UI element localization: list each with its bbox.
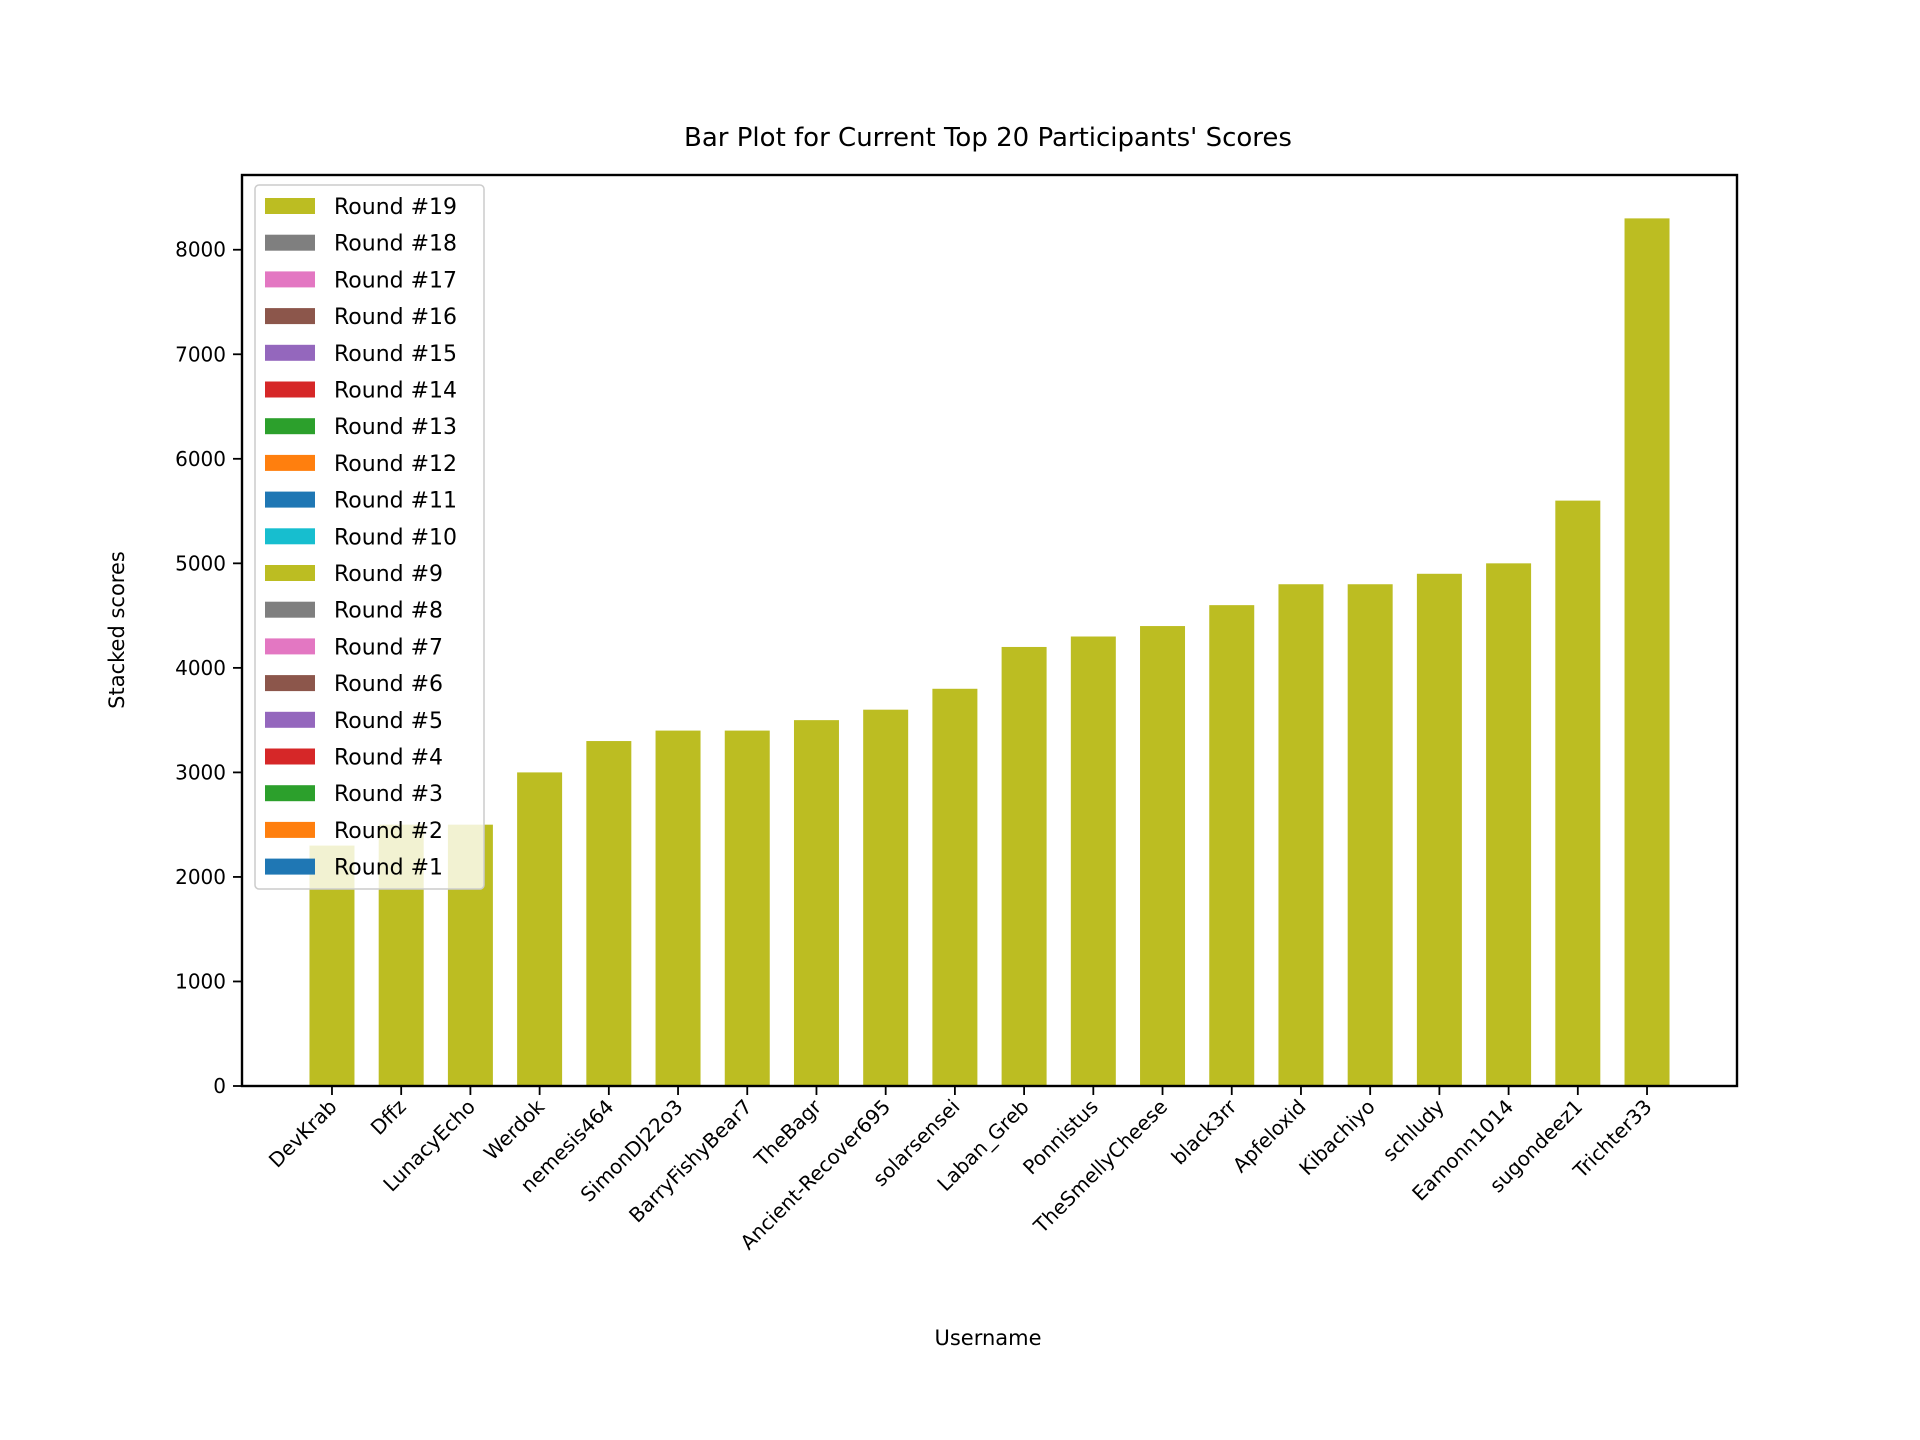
- bar: [1001, 646, 1047, 1086]
- legend-label: Round #4: [334, 746, 443, 771]
- legend-label: Round #1: [334, 856, 443, 881]
- legend-swatch: [265, 381, 315, 398]
- legend-label: Round #15: [334, 342, 457, 367]
- y-tick-label: 5000: [175, 551, 226, 575]
- y-tick-label: 6000: [175, 447, 226, 471]
- legend-label: Round #17: [334, 268, 457, 293]
- bar: [1555, 500, 1601, 1086]
- legend-swatch: [265, 454, 315, 471]
- legend-swatch: [265, 491, 315, 508]
- plot-frame: [240, 173, 1739, 1088]
- legend-label: Round #19: [334, 195, 457, 220]
- bar: [655, 730, 701, 1086]
- bar: [1278, 584, 1324, 1086]
- legend-swatch: [265, 344, 315, 361]
- legend-label: Round #2: [334, 819, 443, 844]
- y-tick-label: 4000: [175, 656, 226, 680]
- legend-label: Round #5: [334, 709, 443, 734]
- legend-swatch: [265, 308, 315, 325]
- legend: Round #19 Round #18 Round #17 Round #16 Roun…: [254, 184, 485, 890]
- bar: [1070, 636, 1116, 1086]
- bar: [1416, 573, 1462, 1086]
- y-tick-label: 2000: [175, 865, 226, 889]
- legend-swatch: [265, 601, 315, 618]
- x-tick-label: Werdok: [479, 1094, 550, 1165]
- x-tick-label: schludy: [1378, 1094, 1449, 1165]
- y-tick-label: 8000: [175, 238, 226, 262]
- legend-swatch: [265, 821, 315, 838]
- bar: [1209, 605, 1255, 1086]
- x-tick-label: DevKrab: [264, 1095, 342, 1173]
- x-axis-label: Username: [934, 1326, 1041, 1350]
- bar: [793, 720, 839, 1086]
- legend-swatch: [265, 528, 315, 545]
- legend-swatch: [265, 711, 315, 728]
- bar: [586, 741, 632, 1086]
- legend-swatch: [265, 234, 315, 251]
- legend-label: Round #9: [334, 562, 443, 587]
- bar: [517, 772, 563, 1086]
- y-axis-ticks: 0 1000 2000 3000 4000 5000 6000 7000 8000: [175, 238, 242, 1098]
- bar: [724, 730, 770, 1086]
- bar: [932, 688, 978, 1086]
- legend-label: Round #11: [334, 489, 457, 514]
- bar: [1486, 563, 1532, 1086]
- y-tick-label: 7000: [175, 342, 226, 366]
- legend-swatch: [265, 198, 315, 214]
- y-tick-label: 0: [213, 1074, 226, 1098]
- y-tick-label: 1000: [175, 969, 226, 993]
- legend-swatch: [265, 858, 315, 875]
- legend-label: Round #8: [334, 599, 443, 624]
- legend-swatch: [265, 675, 315, 692]
- x-axis-ticks: DevKrab DffzLunacyEchoWerdoknemesis464Sim…: [264, 1086, 1657, 1254]
- x-tick-label: Dffz: [366, 1095, 411, 1140]
- chart-title: Bar Plot for Current Top 20 Participants…: [684, 123, 1292, 153]
- x-tick-label: BarryFishyBear7: [624, 1095, 757, 1228]
- bar: [1624, 218, 1670, 1086]
- bar: [1347, 584, 1393, 1086]
- legend-label: Round #18: [334, 232, 457, 257]
- x-tick-label: TheSmellyCheese: [1028, 1095, 1172, 1239]
- legend-label: Round #16: [334, 305, 457, 330]
- legend-label: Round #10: [334, 525, 457, 550]
- legend-swatch: [265, 418, 315, 435]
- x-tick-label: Kibachiyo: [1294, 1095, 1380, 1181]
- legend-label: Round #3: [334, 782, 443, 807]
- y-axis-label: Stacked scores: [105, 551, 129, 709]
- legend-swatch: [265, 785, 315, 802]
- legend-label: Round #12: [334, 452, 457, 477]
- legend-label: Round #7: [334, 635, 443, 660]
- y-tick-label: 3000: [175, 760, 226, 784]
- bars: [309, 218, 1670, 1086]
- legend-swatch: [265, 565, 315, 581]
- legend-label: Round #6: [334, 672, 443, 697]
- legend-swatch: [265, 748, 315, 765]
- legend-label: Round #14: [334, 379, 457, 404]
- legend-swatch: [265, 638, 315, 655]
- legend-swatch: [265, 271, 315, 288]
- bar: [1140, 626, 1186, 1086]
- bar: [863, 709, 909, 1086]
- legend-label: Round #13: [334, 415, 457, 440]
